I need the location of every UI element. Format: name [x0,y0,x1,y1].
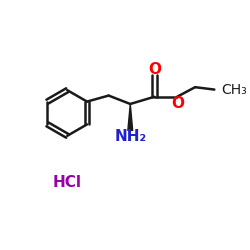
Polygon shape [128,104,133,130]
Text: NH₂: NH₂ [114,130,146,144]
Text: CH₃: CH₃ [221,82,247,96]
Text: O: O [171,96,184,111]
Text: O: O [148,62,161,77]
Text: HCl: HCl [53,175,82,190]
